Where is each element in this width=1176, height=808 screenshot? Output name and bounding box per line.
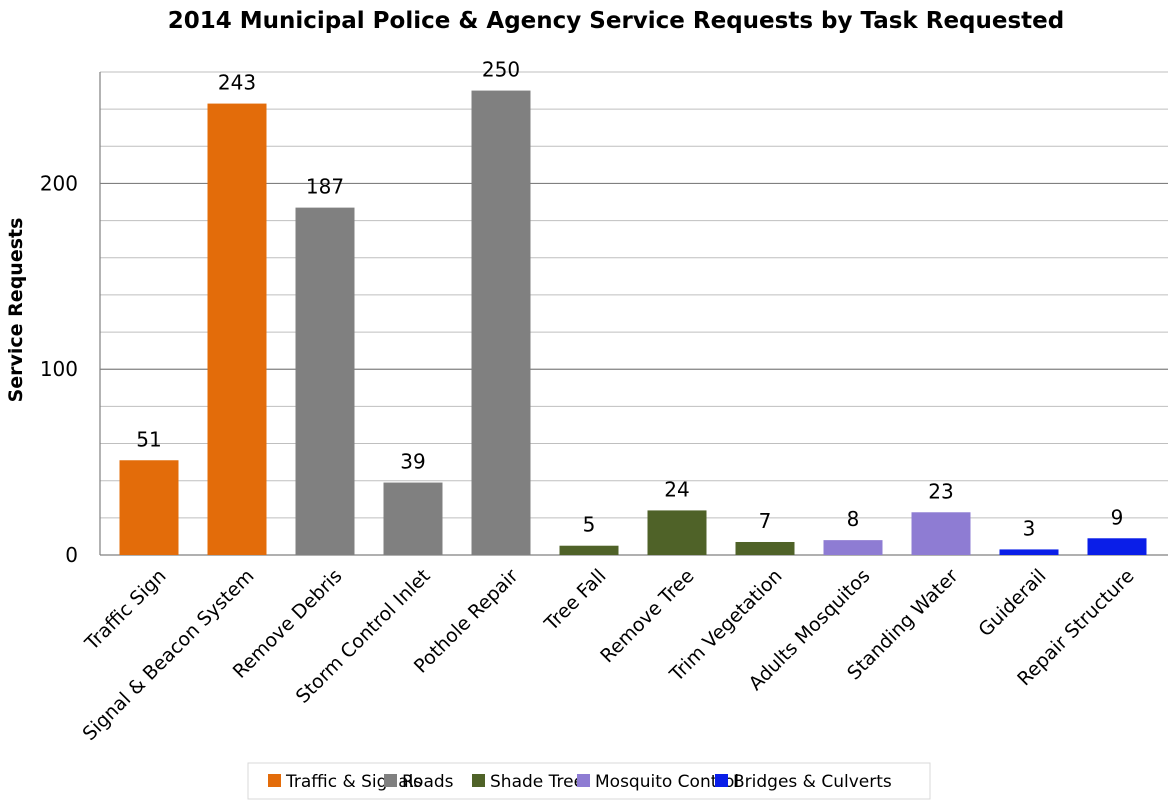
legend-swatch [268,774,281,787]
category-label: Tree Fall [540,565,611,636]
data-label: 5 [583,513,596,537]
data-label: 250 [482,58,520,82]
bar [471,90,531,556]
data-label: 8 [847,507,860,531]
legend-swatch [715,774,728,787]
data-label: 187 [306,175,344,199]
data-label: 51 [136,427,161,451]
y-axis-label: Service Requests [5,218,27,403]
y-tick-label: 100 [40,357,78,381]
bar [559,545,619,555]
legend-label: Roads [402,772,454,792]
data-label: 7 [759,509,772,533]
legend-label: Bridges & Culverts [733,772,892,792]
bars [119,90,1147,556]
legend-swatch [472,774,485,787]
gridlines [99,71,1168,556]
data-label: 243 [218,71,256,95]
bar [999,549,1059,555]
legend-label: Mosquito Control [595,772,739,792]
legend-swatch [384,774,397,787]
y-tick-label: 200 [40,171,78,195]
bar [207,103,267,555]
data-label: 24 [664,477,689,501]
data-label: 39 [400,450,425,474]
bar [1087,538,1147,555]
legend-label: Shade Tree [490,772,584,792]
y-tick-label: 0 [65,543,78,567]
bar [823,540,883,555]
data-label: 23 [928,479,953,503]
category-label: Traffic Sign [80,565,170,655]
category-label: Signal & Beacon System [78,565,258,745]
legend-frame [247,762,931,800]
bar [383,482,443,555]
bar [119,460,179,555]
chart-title: 2014 Municipal Police & Agency Service R… [168,8,1064,34]
bar [295,207,355,555]
y-axis-ticks: 0 100 200 [40,171,78,567]
category-label: Guiderail [974,565,1050,641]
legend-swatch [577,774,590,787]
bar [647,510,707,555]
data-label: 3 [1023,516,1036,540]
data-label: 9 [1111,505,1124,529]
bar [735,541,795,555]
bar [911,512,971,555]
